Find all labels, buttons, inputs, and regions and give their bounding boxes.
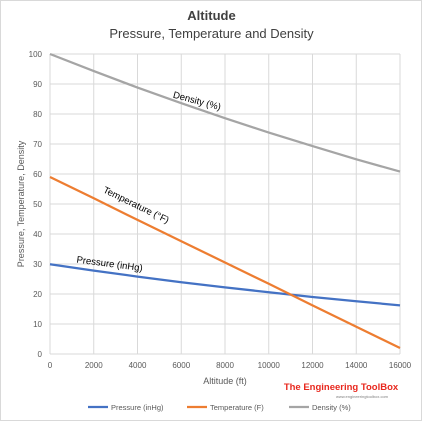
x-tick-label: 14000	[345, 361, 368, 370]
y-axis-title: Pressure, Temperature, Density	[16, 140, 26, 267]
legend-label: Temperature (F)	[210, 403, 264, 412]
x-tick-label: 2000	[85, 361, 103, 370]
chart-subtitle: Pressure, Temperature and Density	[109, 26, 314, 41]
y-tick-label: 50	[33, 200, 42, 209]
y-tick-label: 70	[33, 140, 42, 149]
x-axis-title: Altitude (ft)	[203, 376, 247, 386]
y-tick-label: 10	[33, 320, 42, 329]
series-line-1	[49, 263, 401, 307]
series-line-2	[49, 175, 401, 350]
x-tick-label: 4000	[129, 361, 147, 370]
x-tick-label: 16000	[389, 361, 412, 370]
y-tick-label: 20	[33, 290, 42, 299]
y-tick-label: 60	[33, 170, 42, 179]
x-tick-label: 8000	[216, 361, 234, 370]
chart-title: Altitude	[187, 8, 236, 23]
y-tick-label: 30	[33, 260, 42, 269]
legend-label: Pressure (inHg)	[111, 403, 164, 412]
legend-label: Density (%)	[312, 403, 351, 412]
watermark-url: www.engineeringtoolbox.com	[336, 394, 389, 399]
y-tick-label: 40	[33, 230, 42, 239]
series-line-3	[49, 52, 401, 173]
y-tick-label: 80	[33, 110, 42, 119]
x-tick-label: 6000	[172, 361, 190, 370]
x-tick-label: 0	[48, 361, 53, 370]
watermark-brand: The Engineering ToolBox	[284, 382, 399, 393]
x-tick-label: 10000	[258, 361, 281, 370]
y-tick-label: 0	[38, 350, 43, 359]
series-inline-label: Pressure (inHg)	[76, 255, 143, 275]
x-tick-label: 12000	[301, 361, 324, 370]
y-tick-label: 100	[29, 50, 43, 59]
y-tick-label: 90	[33, 80, 42, 89]
